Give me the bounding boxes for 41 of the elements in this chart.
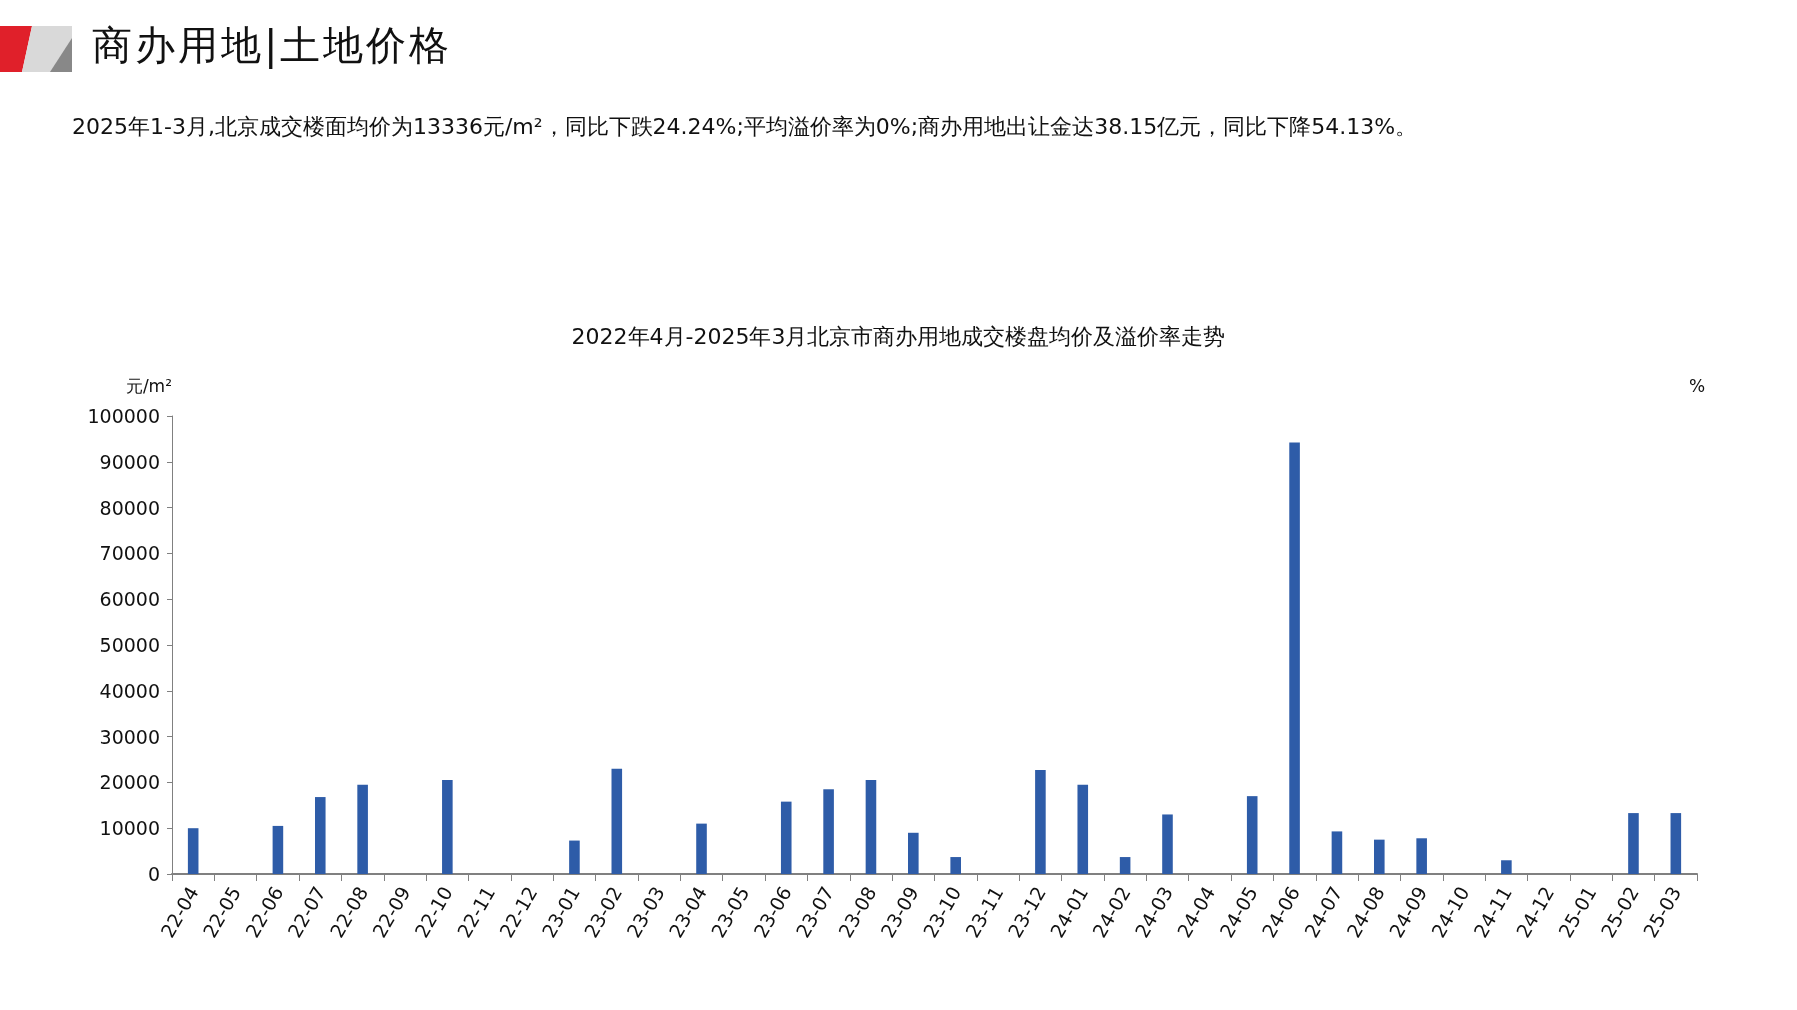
bar — [1501, 860, 1512, 874]
bar — [611, 768, 623, 874]
y2-axis-title: % — [1688, 375, 1706, 396]
bar — [1162, 814, 1173, 874]
bar — [1077, 784, 1089, 874]
y-tick-label: 70000 — [99, 542, 160, 565]
bar — [1416, 838, 1427, 874]
y-tick-label: 30000 — [99, 725, 160, 748]
bar — [1374, 839, 1385, 874]
bar — [1331, 831, 1343, 874]
y-tick-label: 60000 — [99, 588, 160, 611]
y-axis-title: 元/m² — [125, 375, 172, 396]
bar — [696, 823, 707, 874]
bar — [950, 857, 961, 874]
text: 商办用地|土地价格 — [92, 21, 453, 71]
y-tick-label: 40000 — [99, 679, 160, 702]
bar — [1035, 770, 1046, 874]
bar — [187, 828, 199, 874]
bar — [780, 801, 792, 874]
bar — [357, 784, 368, 874]
bar — [272, 825, 284, 874]
text: 2025年1-3月,北京成交楼面均价为13336元/m²，同比下跌24.24%;平均溢价率为0%;商办用地出让金达38.15亿元，同比下降54.13%。 — [72, 113, 1418, 141]
bar — [1289, 442, 1300, 874]
y-tick-label: 80000 — [99, 496, 160, 519]
bar — [865, 780, 877, 874]
bar — [1628, 813, 1639, 874]
y-tick-label: 10000 — [99, 817, 160, 840]
y-tick-label: 0 — [147, 863, 160, 885]
bar — [442, 780, 453, 874]
y-tick-label: 100000 — [87, 405, 160, 427]
bar — [1670, 813, 1682, 874]
bar — [823, 789, 834, 874]
y-tick-label: 20000 — [99, 771, 160, 794]
bar — [1119, 857, 1131, 874]
y-tick-label: 90000 — [99, 450, 160, 473]
chart-title: 2022年4月-2025年3月北京市商办用地成交楼盘均价及溢价率走势 — [571, 323, 1226, 349]
y-tick-label: 50000 — [99, 634, 160, 656]
bar — [314, 797, 326, 874]
bar — [908, 832, 919, 874]
bar — [569, 840, 580, 874]
bar — [1246, 796, 1258, 874]
